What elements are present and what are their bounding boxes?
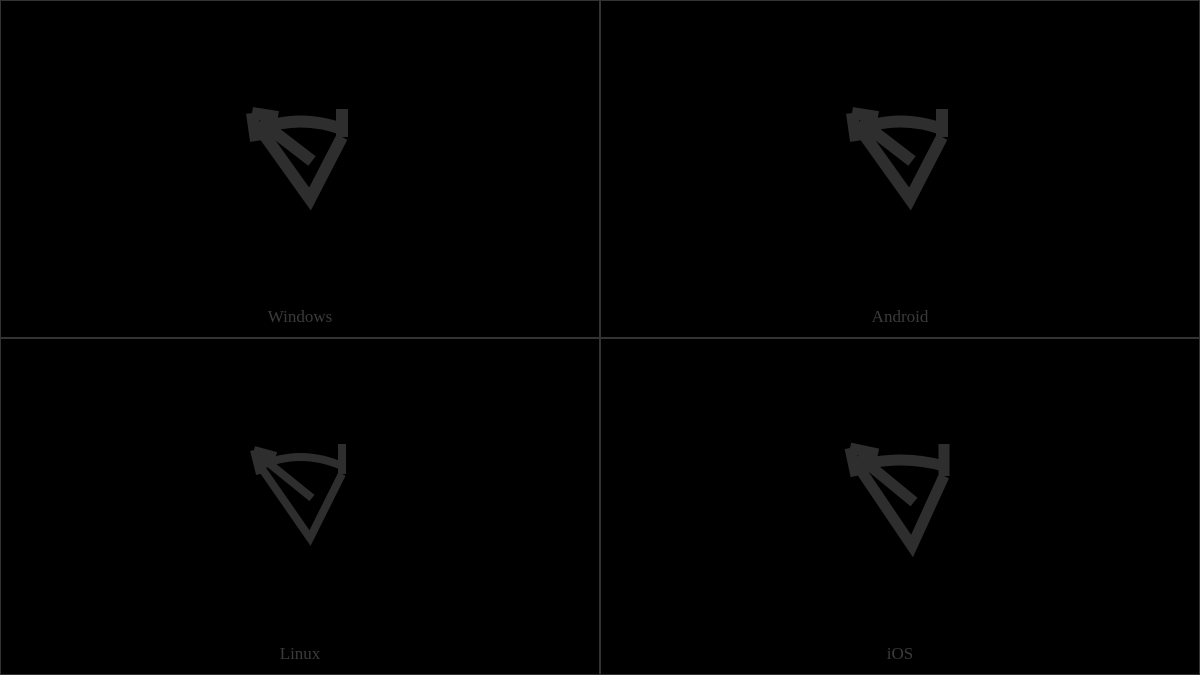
bow-arrow-icon [830, 426, 970, 566]
panel-ios: iOS [600, 338, 1200, 675]
panel-windows: Windows [0, 0, 600, 338]
platform-label: Linux [280, 644, 321, 664]
bow-arrow-icon [230, 426, 370, 566]
bow-arrow-icon [230, 89, 370, 229]
platform-label: Android [872, 307, 929, 327]
panel-android: Android [600, 0, 1200, 338]
platform-label: iOS [887, 644, 913, 664]
panel-linux: Linux [0, 338, 600, 675]
platform-label: Windows [268, 307, 332, 327]
bow-arrow-icon [830, 89, 970, 229]
